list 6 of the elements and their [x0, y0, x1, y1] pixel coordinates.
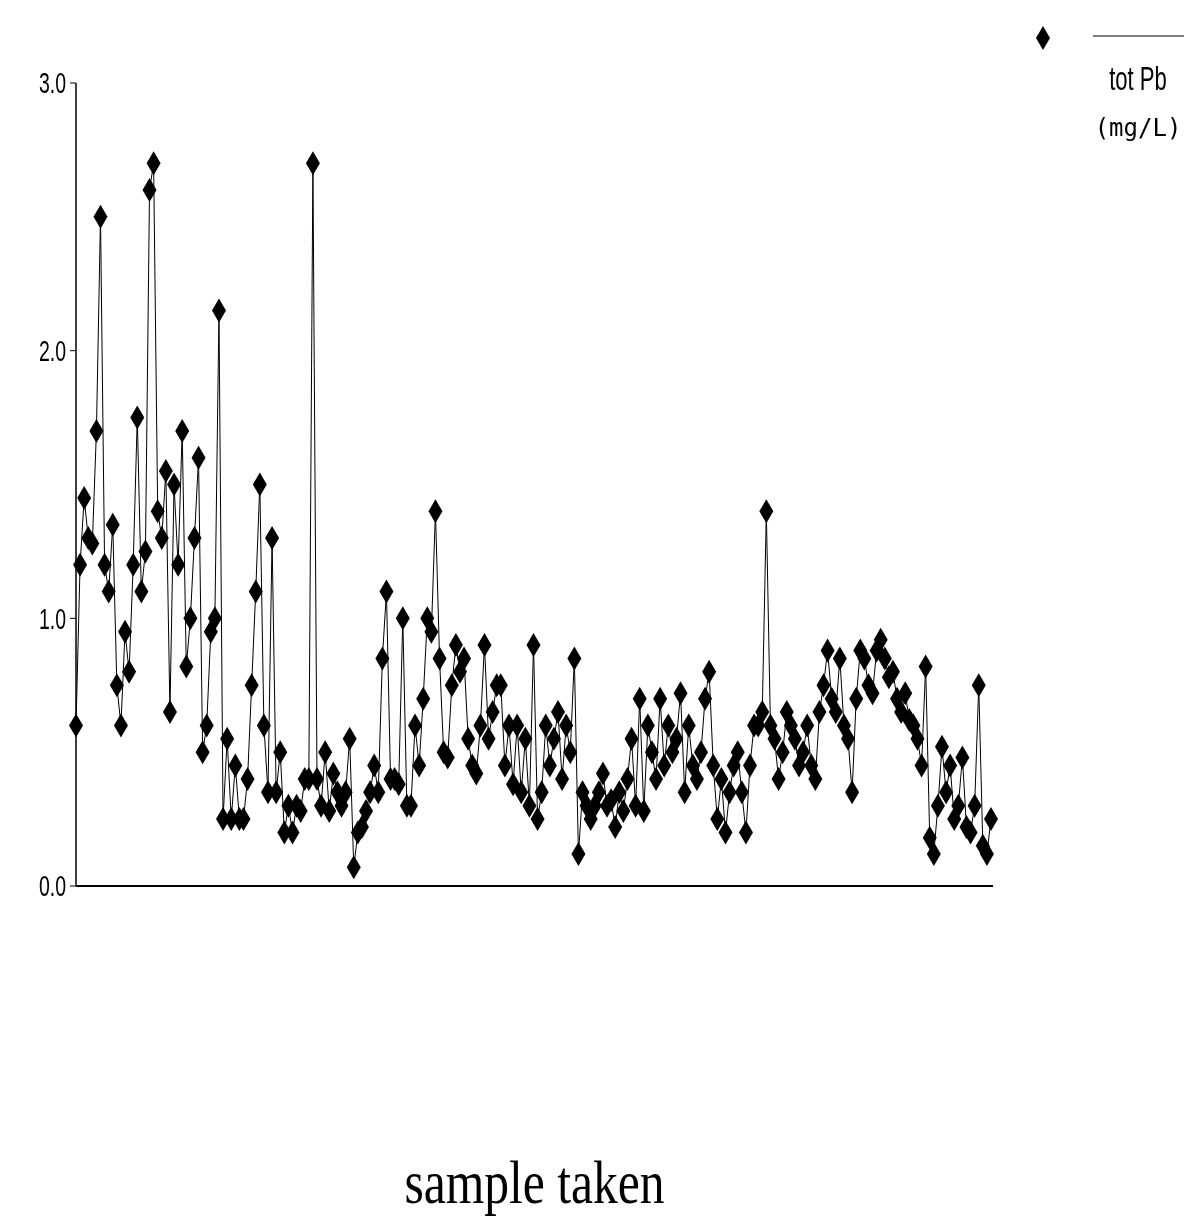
legend-label: tot Pb (mg/L) [1094, 59, 1182, 142]
x-axis-title: sample taken [404, 1147, 665, 1217]
y-tick-label: 3.0 [38, 66, 66, 100]
y-tick-label: 1.0 [38, 601, 66, 635]
y-tick-label: 2.0 [38, 333, 66, 368]
y-tick-label: 0.0 [38, 869, 66, 903]
